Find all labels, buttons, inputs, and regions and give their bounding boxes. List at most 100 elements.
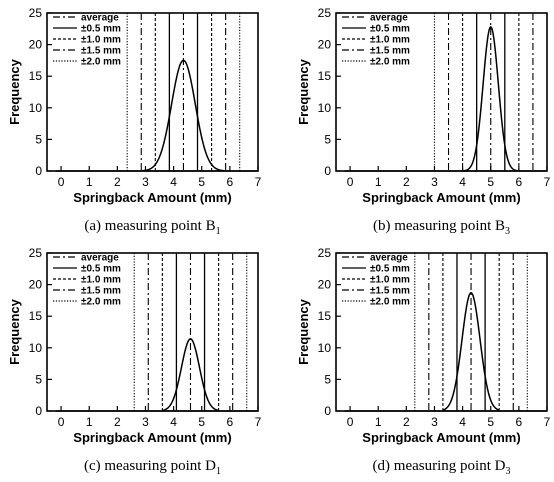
legend-label-1: average [81,253,119,264]
legend-label-5: ±2.0 mm [81,297,121,308]
x-tick-label: 1 [375,175,382,189]
x-tick-label: 5 [487,415,494,429]
x-axis-label: Springback Amount (mm) [362,430,520,445]
x-tick-label: 2 [403,175,410,189]
y-tick-label: 20 [318,38,332,52]
y-axis-label: Frequency [296,58,311,125]
y-tick-label: 0 [35,164,42,178]
y-axis-label: Frequency [296,298,311,365]
chart-panel-4: 0 1 2 3 4 5 6 7 0 5 10 15 20 25 Springback Amount (mm)… [296,246,551,477]
legend-label-1: average [370,253,408,264]
legend-label-2: ±0.5 mm [81,24,121,35]
y-tick-label: 25 [29,246,43,260]
distribution-curve [462,26,519,172]
legend-label-4: ±1.5 mm [370,46,410,57]
x-tick-label: 6 [227,415,234,429]
panel-caption: (a) measuring point B1 [84,218,220,237]
y-tick-label: 15 [29,309,43,323]
chart-panel-2: 0 1 2 3 4 5 6 7 0 5 10 15 20 25 Springback Amount (mm)… [296,6,551,237]
legend-label-3: ±1.0 mm [370,35,410,46]
caption-text: (b) measuring point B [373,218,505,234]
y-tick-label: 20 [29,278,43,292]
x-tick-label: 7 [255,415,262,429]
legend-label-1: average [370,13,408,24]
x-tick-label: 0 [347,415,354,429]
distribution-curve [142,59,225,172]
x-tick-label: 3 [431,175,438,189]
y-axis-label: Frequency [7,58,22,125]
y-tick-label: 10 [29,341,43,355]
y-tick-label: 10 [318,341,332,355]
x-tick-label: 3 [142,175,149,189]
distribution-curve [442,292,500,411]
legend-label-2: ±0.5 mm [81,264,121,275]
x-tick-label: 1 [86,175,93,189]
y-tick-label: 20 [318,278,332,292]
x-tick-label: 4 [170,415,177,429]
y-tick-label: 5 [35,372,42,386]
x-tick-label: 3 [142,415,149,429]
x-tick-label: 2 [114,415,121,429]
y-tick-label: 15 [29,69,43,83]
y-tick-label: 20 [29,38,43,52]
x-tick-label: 7 [544,175,551,189]
panel-caption: (b) measuring point B3 [373,218,510,237]
chart-panel-3: 0 1 2 3 4 5 6 7 0 5 10 15 20 25 Springback Amount (mm)… [7,246,262,477]
x-tick-label: 2 [403,415,410,429]
panel-caption: (c) measuring point D1 [84,458,221,477]
legend-label-5: ±2.0 mm [81,57,121,68]
y-tick-label: 25 [318,246,332,260]
y-tick-label: 15 [318,69,332,83]
x-tick-label: 1 [375,415,382,429]
legend-label-5: ±2.0 mm [370,297,410,308]
x-tick-label: 6 [516,415,523,429]
legend-label-3: ±1.0 mm [81,35,121,46]
caption-text: (d) measuring point D [373,458,506,474]
x-tick-label: 5 [198,175,205,189]
y-tick-label: 5 [324,132,331,146]
legend-label-3: ±1.0 mm [370,275,410,286]
x-tick-label: 4 [170,175,177,189]
x-tick-label: 4 [459,415,466,429]
x-tick-label: 6 [516,175,523,189]
y-tick-label: 0 [324,404,331,418]
x-axis-label: Springback Amount (mm) [73,190,231,205]
legend-label-5: ±2.0 mm [370,57,410,68]
y-tick-label: 5 [324,372,331,386]
plot-frame [46,252,259,412]
x-tick-label: 4 [459,175,466,189]
y-tick-label: 0 [324,164,331,178]
caption-text: (a) measuring point B [84,218,215,234]
x-tick-label: 0 [347,175,354,189]
panel-caption: (d) measuring point D3 [373,458,511,477]
y-tick-label: 0 [35,404,42,418]
caption-subscript: 3 [505,466,510,477]
y-tick-label: 10 [318,101,332,115]
x-axis-label: Springback Amount (mm) [73,430,231,445]
legend-label-2: ±0.5 mm [370,24,410,35]
plot-frame [335,12,548,172]
distribution-curve [162,338,219,412]
legend-label-4: ±1.5 mm [370,286,410,297]
legend-label-1: average [81,13,119,24]
caption-subscript: 3 [505,226,510,237]
y-axis-label: Frequency [7,298,22,365]
caption-subscript: 1 [216,226,221,237]
legend-label-4: ±1.5 mm [81,46,121,57]
y-tick-label: 15 [318,309,332,323]
legend-label-4: ±1.5 mm [81,286,121,297]
plot-frame [46,12,259,172]
y-tick-label: 5 [35,132,42,146]
x-tick-label: 0 [58,175,65,189]
caption-subscript: 1 [216,466,221,477]
legend-label-3: ±1.0 mm [81,275,121,286]
x-axis-label: Springback Amount (mm) [362,190,520,205]
legend-label-2: ±0.5 mm [370,264,410,275]
caption-text: (c) measuring point D [84,458,216,474]
y-tick-label: 25 [318,6,332,20]
y-tick-label: 25 [29,6,43,20]
chart-panel-1: 0 1 2 3 4 5 6 7 0 5 10 15 20 25 Springback Amount (mm)… [7,6,262,237]
x-tick-label: 7 [544,415,551,429]
x-tick-label: 6 [227,175,234,189]
